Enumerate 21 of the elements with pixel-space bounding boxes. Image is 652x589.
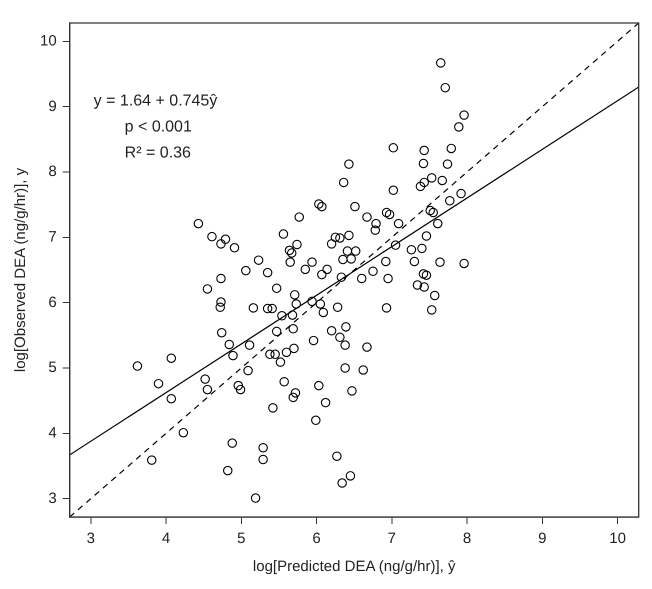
y-tick-label: 5 <box>48 359 57 376</box>
annotation: y = 1.64 + 0.745ŷ <box>94 92 218 110</box>
y-tick-label: 9 <box>48 98 57 115</box>
x-tick-label: 10 <box>609 530 626 548</box>
y-axis-title: log[Observed DEA (ng/g/hr)], y <box>12 167 30 372</box>
x-tick-label: 9 <box>538 530 547 548</box>
x-tick-label: 6 <box>312 530 321 548</box>
y-tick-label: 3 <box>48 490 57 507</box>
y-tick-label: 7 <box>48 228 57 246</box>
y-tick-label: 6 <box>48 294 57 311</box>
x-axis-title: log[Predicted DEA (ng/g/hr)], ŷ <box>252 558 456 576</box>
annotation: R² = 0.36 <box>124 144 192 162</box>
y-tick-label: 8 <box>48 163 57 180</box>
y-tick-label: 10 <box>40 32 57 50</box>
x-tick-label: 7 <box>388 530 396 548</box>
y-tick-label: 4 <box>48 424 57 442</box>
x-tick-label: 4 <box>162 530 170 548</box>
x-tick-label: 3 <box>86 530 95 548</box>
x-tick-label: 8 <box>462 530 472 548</box>
x-tick-label: 5 <box>237 530 246 548</box>
annotation: p < 0.001 <box>124 118 192 136</box>
